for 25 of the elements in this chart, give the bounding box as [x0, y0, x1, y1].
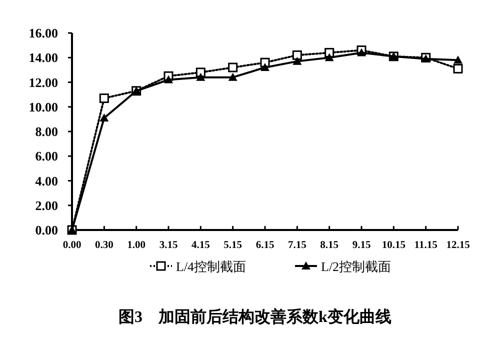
x-tick-label: 5.15: [224, 240, 242, 251]
y-tick-label: 4.00: [35, 173, 58, 188]
x-tick-label: 9.15: [352, 240, 371, 251]
y-tick-label: 10.00: [28, 99, 58, 114]
y-tick-label: 14.00: [28, 50, 58, 66]
x-tick-label: 10.15: [382, 240, 406, 251]
x-tick-label: 11.15: [414, 240, 438, 251]
x-tick-label: 0.00: [62, 240, 82, 251]
y-tick-label: 16.00: [28, 26, 58, 40]
y-tick-label: 12.00: [28, 74, 58, 90]
y-tick-label: 2.00: [35, 198, 58, 213]
y-tick-label: 6.00: [35, 148, 58, 164]
x-tick-label: 1.00: [127, 240, 146, 251]
x-tick-label: 6.15: [256, 240, 274, 251]
x-tick-label: 8.15: [320, 240, 339, 251]
x-tick-label: 3.15: [159, 240, 178, 251]
x-tick-label: 12.15: [446, 240, 470, 251]
x-tick-label: 7.15: [288, 240, 306, 251]
legend-label: L/2控制截面: [321, 259, 392, 274]
x-tick-label: 4.15: [191, 240, 210, 251]
x-tick-label: 0.30: [94, 240, 114, 251]
text: 图3 加固前后结构改善系数k变化曲线: [118, 307, 392, 326]
y-tick-label: 0.00: [35, 222, 58, 238]
y-tick-label: 8.00: [35, 124, 58, 139]
legend-label: L/4控制截面: [176, 259, 246, 274]
